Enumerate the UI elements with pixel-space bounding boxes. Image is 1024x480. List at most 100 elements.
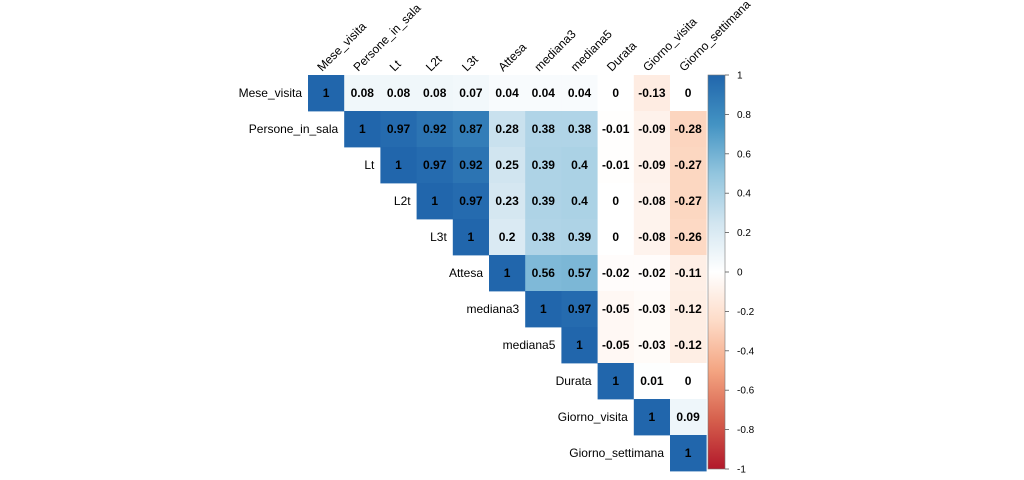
cell-value-label: 0.04 [532,86,556,100]
cell-value-label: 0.4 [571,194,588,208]
cell-value-label: 0.87 [459,122,483,136]
cell-value-label: -0.03 [638,302,666,316]
cell-value-label: -0.01 [602,158,630,172]
cell-value-label: 1 [540,302,547,316]
cell-value-label: 0.08 [423,86,447,100]
colorbar-tick-label: 0 [737,268,743,279]
heatmap-cell [670,75,707,112]
colorbar-tick-label: -0.4 [737,346,755,357]
cell-value-label: -0.05 [602,302,630,316]
cell-value-label: 0.38 [532,230,556,244]
heatmap-cell [489,147,526,184]
cell-value-label: 1 [576,338,583,352]
cell-value-label: -0.09 [638,158,666,172]
row-label: Giorno_visita [558,410,628,424]
heatmap-cell [670,255,707,292]
cell-value-label: 1 [359,122,366,136]
cell-value-label: 0 [612,230,619,244]
cell-value-label: 1 [431,194,438,208]
heatmap-cell [561,327,598,364]
heatmap-cell [452,183,490,220]
cell-value-label: 0.92 [459,158,483,172]
heatmap-cell [344,75,381,112]
heatmap-cell [670,111,707,148]
row-label: Attesa [449,266,483,280]
row-label: Mese_visita [239,86,303,100]
heatmap-cell [670,363,707,400]
heatmap-cell [525,255,562,292]
cell-value-label: 1 [323,86,330,100]
cell-value-label: 0.97 [459,194,483,208]
heatmap-cell [597,183,635,220]
heatmap-cell [489,183,526,220]
cell-value-label: 0.38 [568,122,592,136]
cell-value-label: 1 [395,158,402,172]
heatmap-cell [633,147,671,184]
heatmap-cell [633,183,671,220]
cell-value-label: -0.09 [638,122,666,136]
colorbar-tick-label: 0.2 [737,228,751,239]
column-label: Attesa [495,40,529,74]
row-label: mediana3 [466,302,519,316]
cell-value-label: -0.01 [602,122,630,136]
column-label: L2t [423,52,445,74]
cell-value-label: -0.13 [638,86,666,100]
heatmap-cell [670,327,707,364]
cell-value-label: 0.38 [532,122,556,136]
heatmap-cell [633,399,671,436]
heatmap-cell [670,147,707,184]
heatmap-cell [344,111,381,148]
cell-value-label: -0.05 [602,338,630,352]
heatmap-cell [525,219,562,256]
cell-value-label: -0.12 [674,302,702,316]
colorbar: 1 0.8 0.6 0.4 0.2 0 -0.2 -0.4 -0.6 -0.8 -1 [707,71,755,476]
column-label: Durata [604,39,640,75]
heatmap-cell [670,291,707,328]
row-labels: Mese_visita Persone_in_sala Lt L2t L3t Attesa… [239,86,665,460]
heatmap-cell [452,111,490,148]
cell-value-label: -0.08 [638,194,666,208]
cell-value-label: 0.39 [568,230,592,244]
heatmap-cell [380,111,417,148]
cell-value-label: 0.04 [495,86,519,100]
cell-value-label: -0.27 [674,158,702,172]
colorbar-tick-label: -0.6 [737,386,755,397]
cell-value-label: 0.07 [459,86,483,100]
heatmap-cell [597,291,635,328]
heatmap-cell [561,75,598,112]
heatmap-cell [561,183,598,220]
heatmap-cell [525,147,562,184]
heatmap-cell [380,75,417,112]
heatmap-cell [633,111,671,148]
heatmap-cell [597,147,635,184]
heatmap-cell [597,219,635,256]
cell-value-label: 0.25 [495,158,519,172]
heatmap-cell [670,399,707,436]
heatmap-cell [561,291,598,328]
cell-value-label: -0.02 [638,266,666,280]
cell-value-label: 0.39 [532,194,556,208]
cell-value-label: 0.23 [495,194,519,208]
heatmap-cell [525,183,562,220]
heatmap-cell [416,75,454,112]
cell-value-label: 0.56 [532,266,556,280]
heatmap-cell [597,327,635,364]
heatmap-cell [597,111,635,148]
row-label: Durata [556,374,592,388]
cell-value-label: 1 [504,266,511,280]
heatmap-cell [525,291,562,328]
heatmap-cell [489,219,526,256]
cell-value-label: 0.09 [676,410,700,424]
cell-value-label: 0.57 [568,266,592,280]
heatmap-cell [416,147,454,184]
heatmap-cell [670,183,707,220]
colorbar-tick-label: 0.4 [737,189,751,200]
heatmap-cell [633,255,671,292]
cell-value-label: 0 [612,86,619,100]
colorbar-tick-label: -0.2 [737,307,755,318]
cell-value-label: 0.08 [387,86,411,100]
cell-value-label: -0.08 [638,230,666,244]
heatmap-cell [633,291,671,328]
heatmap-cell [489,255,526,292]
